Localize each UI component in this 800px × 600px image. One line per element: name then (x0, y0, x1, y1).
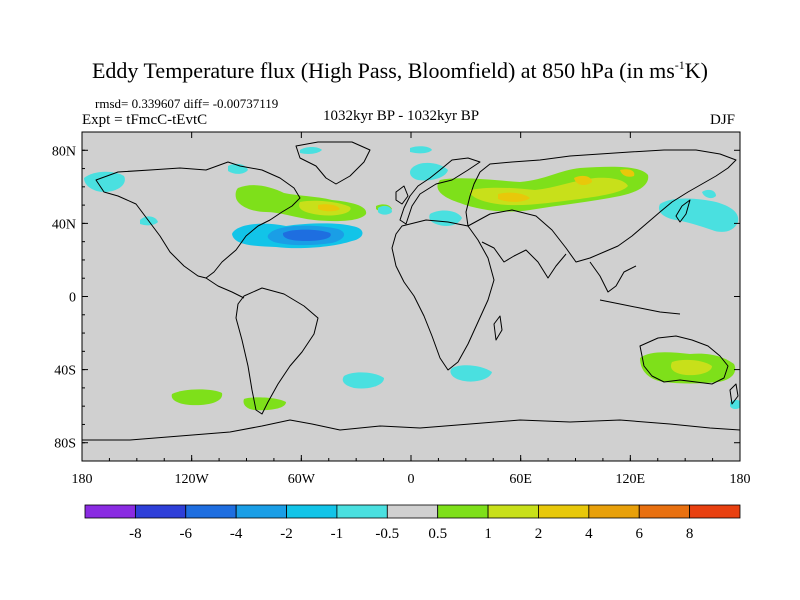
coastline-greenland (295, 141, 371, 185)
lat-tick-label: 80S (54, 437, 76, 452)
colorbar-swatch (386, 504, 439, 519)
colorbar-label: 1 (484, 526, 492, 542)
colorbar-label: 4 (585, 526, 593, 542)
period-label: 1032kyr BP - 1032kyr BP (323, 108, 480, 124)
contour-region-south-pacific-positive (171, 389, 223, 406)
contour-region-greenland-negative (300, 147, 322, 154)
colorbar-label: -2 (280, 526, 293, 542)
plot-title: Eddy Temperature flux (High Pass, Bloomf… (0, 58, 800, 84)
lon-tick-label: 120E (616, 472, 646, 487)
rmsd-diff-stats: rmsd= 0.339607 diff= -0.00737119 (95, 96, 279, 111)
coastline-australia (639, 335, 729, 385)
colorbar-label: -0.5 (375, 526, 399, 542)
experiment-label: Expt = tFmcC-tEvtC (82, 112, 208, 128)
lon-tick-label: 60W (288, 472, 316, 487)
coastline-british-isles (395, 185, 409, 205)
colorbar-label: -8 (129, 526, 142, 542)
colorbar-swatch (185, 504, 237, 519)
contour-fields (84, 146, 740, 411)
colorbar-swatch (286, 504, 338, 519)
colorbar-swatch (134, 504, 187, 519)
coastline-new-zealand (729, 383, 739, 405)
coastline-africa (391, 219, 495, 371)
title-text: Eddy Temperature flux (High Pass, Bloomf… (91, 58, 675, 83)
lon-tick-label: 180 (72, 472, 93, 487)
coastline-indonesia (599, 299, 681, 315)
contour-region-kamchatka-negative (702, 189, 716, 199)
lon-tick-label: 60E (509, 472, 532, 487)
colorbar-swatch (638, 504, 691, 519)
coastlines (82, 141, 740, 441)
lat-tick-label: 0 (69, 291, 76, 306)
coastline-japan (675, 199, 691, 223)
coastline-arabia-india (481, 241, 567, 279)
coastline-central-america (205, 277, 245, 299)
colorbar-swatch (437, 504, 489, 519)
lat-tick-label: 80N (52, 144, 76, 159)
lon-tick-label: 0 (408, 472, 415, 487)
contour-region-south-africa-negative (450, 365, 492, 382)
title-superscript: -1 (674, 58, 685, 72)
colorbar-label: -1 (331, 526, 344, 542)
contour-region-central-asia-peak (620, 169, 635, 177)
contour-region-alaska-negative (84, 171, 125, 192)
coastline-madagascar (493, 315, 503, 341)
coastline-antarctica (82, 419, 740, 441)
lon-tick-label: 180 (730, 472, 751, 487)
lon-tick-label: 120W (175, 472, 210, 487)
contour-region-australia-strong (670, 359, 712, 376)
colorbar-swatch (336, 504, 388, 519)
contour-region-northeast-america-peak (318, 204, 340, 212)
coastline-asia (465, 149, 737, 263)
contour-region-south-atlantic-negative (342, 372, 384, 389)
contour-region-barents-negative (410, 146, 432, 154)
colorbar-label: 8 (686, 526, 694, 542)
colorbar-swatch (235, 504, 287, 519)
coastline-southeast-asia (589, 261, 637, 293)
axis-layer: 80N 40N 0 40S 80S 180 120W 60W 0 60E 120E 180 (52, 131, 751, 487)
contour-region-tasman-negative (730, 399, 740, 409)
lat-tick-label: 40S (54, 364, 76, 379)
coastline-south-america (235, 287, 319, 415)
colorbar: -8 -6 -4 -2 -1 -0.5 0.5 1 2 4 6 8 (84, 504, 741, 542)
contour-region-west-africa-negative (429, 210, 462, 226)
lat-tick-label: 40N (52, 217, 76, 232)
colorbar-swatch (84, 504, 136, 519)
coastline-europe (399, 157, 481, 225)
coastline-north-america (95, 161, 301, 279)
colorbar-label: 2 (535, 526, 543, 542)
colorbar-label: -4 (230, 526, 243, 542)
title-end: K) (684, 58, 708, 83)
contour-region-mediterranean-negative (378, 205, 392, 215)
season-label: DJF (710, 112, 736, 128)
colorbar-swatch (689, 504, 741, 519)
colorbar-swatch (538, 504, 590, 519)
colorbar-label: -6 (180, 526, 193, 542)
contour-region-eurasia-peak (498, 192, 530, 202)
colorbar-label: 0.5 (428, 526, 447, 542)
contour-region-gulf-stream-strong (282, 229, 331, 241)
contour-region-north-pacific-negative (658, 198, 739, 232)
colorbar-label: 6 (635, 526, 643, 542)
contour-region-east-siberia-peak (574, 175, 592, 186)
contour-region-iceland-negative (410, 162, 448, 181)
colorbar-swatch (588, 504, 640, 519)
colorbar-swatch (487, 504, 539, 519)
